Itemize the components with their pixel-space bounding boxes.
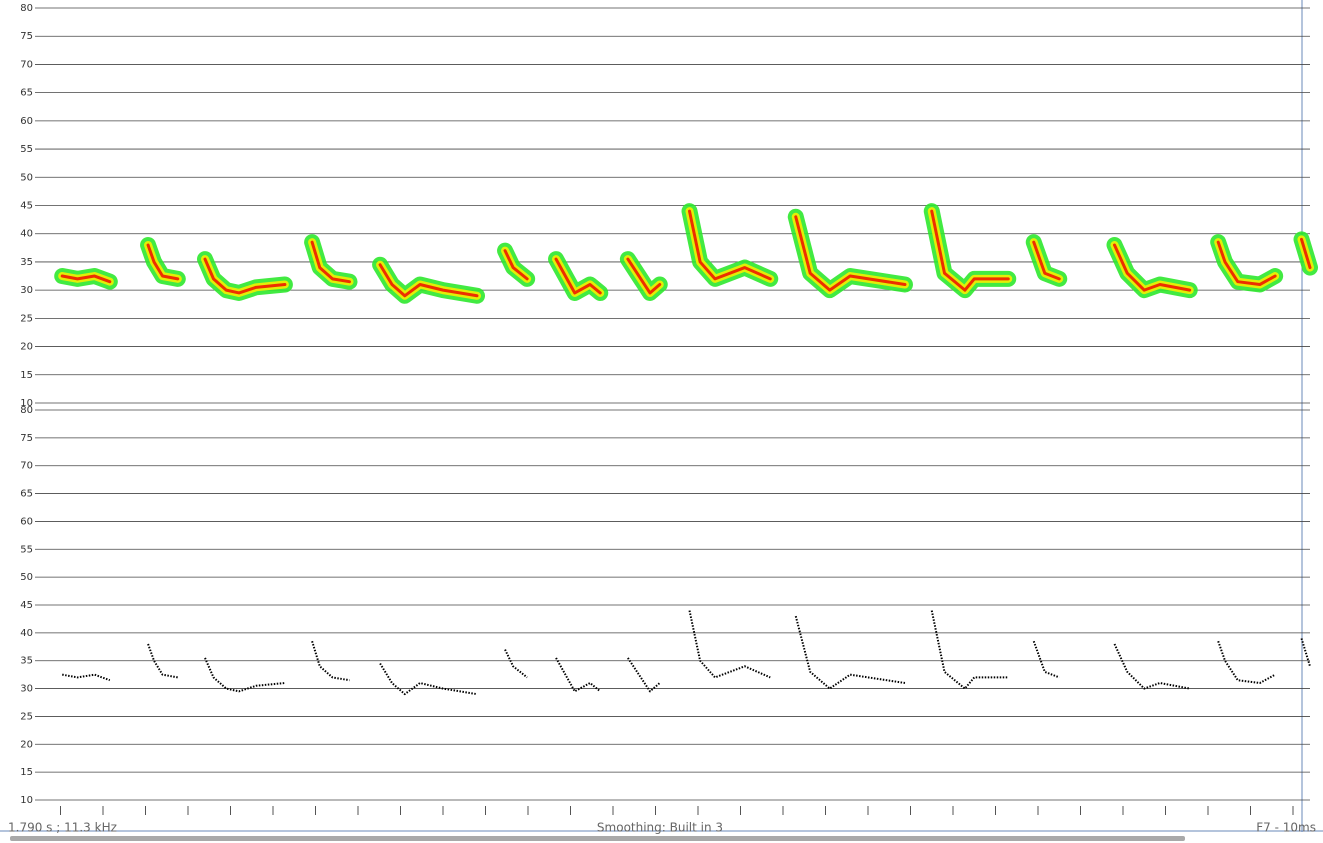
y-tick-label: 20	[20, 739, 33, 750]
y-tick-label: 55	[20, 144, 33, 155]
y-tick-label: 45	[20, 600, 33, 611]
cursor-readout: 1.790 s ; 11.3 kHz	[8, 821, 117, 835]
y-tick-label: 15	[20, 370, 33, 381]
y-tick-label: 55	[20, 544, 33, 555]
y-tick-label: 75	[20, 433, 33, 444]
smoothing-label: Smoothing: Built in 3	[597, 821, 723, 835]
y-tick-label: 65	[20, 88, 33, 99]
y-tick-label: 30	[20, 285, 33, 296]
y-tick-label: 25	[20, 313, 33, 324]
y-tick-label: 40	[20, 628, 33, 639]
y-tick-label: 70	[20, 59, 33, 70]
y-tick-label: 50	[20, 572, 33, 583]
y-tick-label: 10	[20, 795, 33, 806]
y-tick-label: 25	[20, 711, 33, 722]
y-tick-label: 35	[20, 257, 33, 268]
y-tick-label: 70	[20, 461, 33, 472]
y-tick-label: 60	[20, 516, 33, 527]
y-tick-label: 50	[20, 172, 33, 183]
y-tick-label: 45	[20, 201, 33, 212]
app-window: 1.790 s ; 11.3 kHz Smoothing: Built in 3…	[0, 0, 1323, 843]
y-tick-label: 40	[20, 229, 33, 240]
y-tick-label: 15	[20, 767, 33, 778]
y-tick-label: 80	[20, 405, 33, 416]
y-tick-label: 20	[20, 342, 33, 353]
y-tick-label: 65	[20, 489, 33, 500]
scrollbar[interactable]	[10, 836, 1185, 841]
mode-label: F7 - 10ms	[1256, 821, 1316, 835]
y-tick-label: 30	[20, 684, 33, 695]
y-tick-label: 75	[20, 31, 33, 42]
y-tick-label: 35	[20, 656, 33, 667]
y-tick-label: 60	[20, 116, 33, 127]
y-tick-label: 80	[20, 3, 33, 14]
